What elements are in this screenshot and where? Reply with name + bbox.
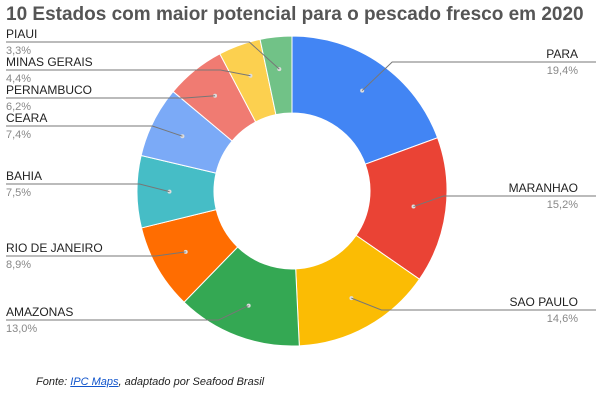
leader-line-pernambuco (6, 95, 216, 99)
chart-title: 10 Estados com maior potencial para o pe… (6, 4, 584, 25)
slice-value-rio-de-janeiro: 8,9% (6, 259, 31, 271)
slice-value-piaui: 3,3% (6, 45, 31, 57)
slice-value-minas-gerais: 4,4% (6, 73, 31, 85)
leader-line-rio-de-janeiro (6, 251, 186, 257)
slice-value-maranhao: 15,2% (547, 199, 578, 211)
slice-value-para: 19,4% (547, 65, 578, 77)
source-link[interactable]: IPC Maps (70, 376, 119, 388)
leader-line-bahia (6, 183, 170, 193)
leader-line-minas-gerais (6, 69, 251, 77)
slice-value-amazonas: 13,0% (6, 323, 37, 335)
leader-line-amazonas (6, 305, 249, 321)
slice-para[interactable] (291, 35, 439, 165)
leader-line-maranhao (413, 195, 596, 208)
slice-value-sao-paulo: 14,6% (547, 313, 578, 325)
slice-value-bahia: 7,5% (6, 187, 31, 199)
slice-label-bahia: BAHIA (6, 169, 42, 183)
slice-label-sao-paulo: SAO PAULO (510, 295, 578, 309)
slice-label-piaui: PIAUI (6, 27, 37, 41)
slice-label-rio-de-janeiro: RIO DE JANEIRO (6, 241, 103, 255)
slice-label-ceara: CEARA (6, 111, 47, 125)
slice-value-pernambuco: 6,2% (6, 101, 31, 113)
slice-label-pernambuco: PERNAMBUCO (6, 83, 92, 97)
source-prefix: Fonte: (36, 376, 71, 388)
slice-piaui[interactable] (259, 35, 293, 116)
source-suffix: , adaptado por Seafood Brasil (118, 376, 265, 388)
slice-label-amazonas: AMAZONAS (6, 305, 73, 319)
slices-layer (136, 35, 448, 347)
slice-value-ceara: 7,4% (6, 129, 31, 141)
leader-line-sao-paulo (351, 297, 596, 311)
slice-label-maranhao: MARANHAO (509, 181, 578, 195)
source-line: Fonte: IPC Maps, adaptado por Seafood Br… (36, 376, 264, 388)
labels-layer: PARA 19,4% MARANHAO 15,2% SAO PAULO 14,6% AMAZ… (6, 27, 578, 335)
leader-lines-layer (6, 41, 596, 321)
slice-label-minas-gerais: MINAS GERAIS (6, 55, 93, 69)
leader-line-para (361, 61, 596, 91)
slice-label-para: PARA (546, 47, 578, 61)
leader-line-ceara (6, 125, 183, 137)
leader-line-piaui (6, 41, 280, 70)
